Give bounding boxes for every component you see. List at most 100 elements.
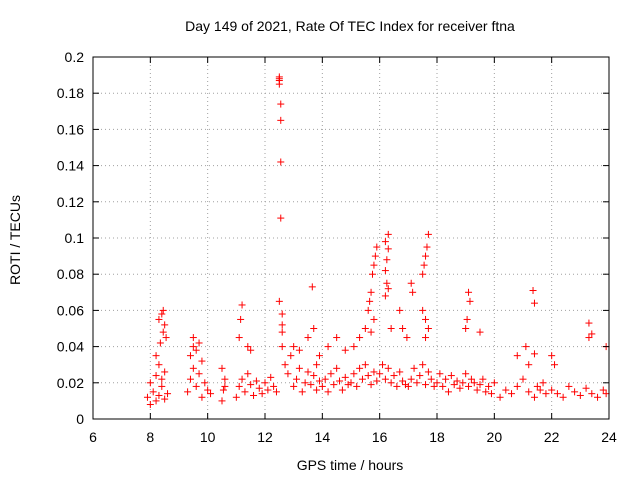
data-point: [384, 245, 392, 253]
data-point: [295, 346, 303, 354]
x-tick-label: 10: [200, 429, 216, 445]
data-point: [410, 364, 418, 372]
y-tick-label: 0: [76, 411, 84, 427]
data-point: [396, 368, 404, 376]
data-point: [324, 343, 332, 351]
data-point: [353, 382, 361, 390]
data-point: [379, 361, 387, 369]
data-point: [159, 306, 167, 314]
data-point: [338, 386, 346, 394]
data-point: [255, 384, 263, 392]
data-point: [341, 346, 349, 354]
data-point: [381, 375, 389, 383]
x-tick-label: 20: [487, 429, 503, 445]
data-point: [146, 401, 154, 409]
x-tick-label: 16: [372, 429, 388, 445]
data-point: [278, 328, 286, 336]
data-point: [207, 390, 215, 398]
data-point: [241, 388, 249, 396]
data-point: [396, 306, 404, 314]
y-tick-label: 0.14: [57, 158, 84, 174]
data-point: [330, 381, 338, 389]
data-point: [237, 315, 245, 323]
data-point: [525, 361, 533, 369]
data-point: [371, 252, 379, 260]
data-point: [310, 372, 318, 380]
data-point: [324, 388, 332, 396]
y-tick-label: 0.18: [57, 85, 84, 101]
data-point: [419, 306, 427, 314]
data-point: [156, 339, 164, 347]
data-point: [321, 375, 329, 383]
x-axis-label: GPS time / hours: [296, 457, 404, 473]
data-point: [582, 384, 590, 392]
data-point: [310, 325, 318, 332]
data-point: [376, 370, 384, 378]
data-point: [221, 382, 229, 390]
data-point: [155, 361, 163, 369]
data-point: [519, 375, 527, 383]
data-point: [155, 391, 163, 399]
data-point: [473, 386, 481, 394]
data-point: [152, 372, 160, 380]
data-point: [508, 390, 516, 398]
data-points: [143, 73, 610, 409]
data-point: [463, 315, 471, 323]
data-point: [277, 100, 285, 108]
data-point: [198, 357, 206, 365]
data-point: [333, 334, 341, 342]
data-point: [453, 377, 461, 385]
data-point: [548, 386, 556, 394]
data-point: [496, 393, 504, 401]
data-point: [238, 375, 246, 383]
data-point: [424, 325, 432, 332]
data-point: [430, 382, 438, 390]
y-tick-label: 0.06: [57, 302, 84, 318]
data-point: [367, 381, 375, 389]
data-point: [152, 352, 160, 360]
data-point: [419, 270, 427, 278]
data-point: [284, 370, 292, 378]
data-point: [350, 370, 358, 378]
y-tick-label: 0.2: [65, 49, 85, 65]
data-point: [456, 384, 464, 392]
data-point: [381, 292, 389, 300]
data-point: [218, 364, 226, 372]
data-point: [447, 372, 455, 380]
data-point: [143, 393, 151, 401]
data-point: [427, 375, 435, 383]
data-point: [479, 375, 487, 383]
data-point: [370, 261, 378, 269]
x-tick-label: 14: [315, 429, 331, 445]
data-point: [315, 352, 323, 360]
data-point: [462, 325, 470, 332]
x-tick-label: 22: [544, 429, 560, 445]
data-point: [258, 390, 266, 398]
data-point: [333, 364, 341, 372]
data-point: [189, 343, 197, 351]
data-point: [403, 334, 411, 342]
data-point: [195, 370, 203, 378]
data-point: [275, 297, 283, 305]
data-point: [588, 390, 596, 398]
data-point: [588, 330, 596, 338]
data-point: [530, 299, 538, 307]
data-point: [539, 379, 547, 387]
data-point: [390, 372, 398, 380]
data-point: [192, 382, 200, 390]
data-point: [358, 375, 366, 383]
data-point: [413, 379, 421, 387]
data-point: [444, 388, 452, 396]
grid-lines: [93, 57, 609, 419]
data-point: [370, 315, 378, 323]
data-point: [525, 388, 533, 396]
data-point: [533, 382, 541, 390]
data-point: [367, 288, 375, 296]
data-point: [459, 379, 467, 387]
data-point: [502, 386, 510, 394]
data-point: [548, 352, 556, 360]
data-point: [465, 382, 473, 390]
data-point: [599, 386, 607, 394]
data-point: [433, 379, 441, 387]
data-point: [152, 397, 160, 405]
